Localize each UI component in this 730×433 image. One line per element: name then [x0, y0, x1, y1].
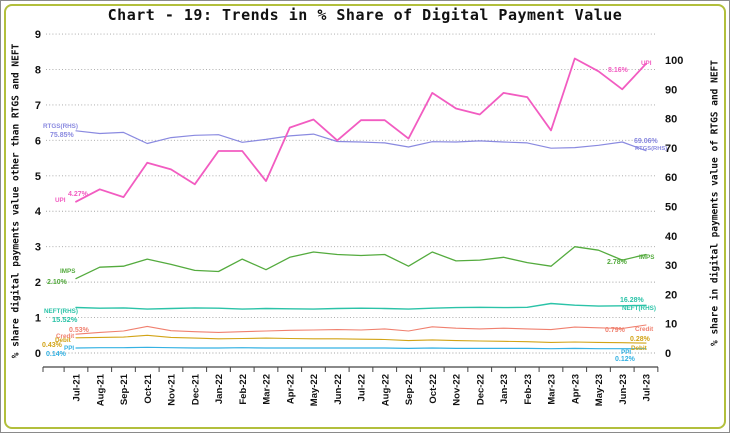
- label-credit-start-value: 0.53%: [69, 327, 90, 334]
- y-left-tick-1: 1: [35, 313, 41, 325]
- y-right-tick-90: 90: [665, 84, 677, 96]
- y-right-tick-80: 80: [665, 114, 677, 126]
- month-label-dec-22: Dec-22: [475, 374, 486, 405]
- y-left-tick-5: 5: [35, 171, 41, 183]
- y-left-tick-2: 2: [35, 277, 41, 289]
- label-upi-start-value: 4.27%: [68, 191, 89, 198]
- label-credit-end-name: Credit: [635, 326, 654, 333]
- label-ppi-start-value: 0.14%: [46, 351, 67, 358]
- label-rtgs-rhs-start-name: RTGS(RHS): [43, 123, 78, 130]
- y-left-tick-8: 8: [35, 64, 41, 76]
- chart-title: Chart - 19: Trends in % Share of Digital…: [107, 6, 623, 24]
- label-imps-end-name: IMPS: [639, 254, 654, 261]
- label-debit-start-value: 0.43%: [42, 342, 63, 349]
- y-right-tick-70: 70: [665, 143, 677, 155]
- y-right-tick-20: 20: [665, 289, 677, 301]
- label-imps-start-value: 2.10%: [47, 279, 68, 286]
- label-neft-rhs-start-name: NEFT(RHS): [44, 308, 78, 315]
- month-label-oct-22: Oct-22: [428, 374, 439, 404]
- series-credit-line: [75, 324, 647, 335]
- y-left-tick-3: 3: [35, 242, 41, 254]
- y-right-tick-10: 10: [665, 319, 677, 331]
- month-label-aug-21: Aug-21: [95, 373, 106, 406]
- month-label-aug-22: Aug-22: [380, 374, 391, 406]
- label-ppi-end-value: 0.12%: [615, 356, 636, 363]
- month-label-apr-23: Apr-23: [570, 374, 581, 404]
- month-label-sep-22: Sep-22: [404, 374, 415, 405]
- month-label-mar-22: Mar-22: [262, 374, 273, 405]
- month-label-apr-22: Apr-22: [285, 374, 296, 404]
- y-right-tick-30: 30: [665, 260, 677, 272]
- label-rtgs-rhs-end-name: RTGS(RHS): [635, 146, 667, 152]
- label-debit-end-name: Debit: [631, 345, 648, 352]
- month-label-oct-21: Oct-21: [143, 373, 154, 403]
- label-upi-start-name: UPI: [55, 197, 66, 204]
- label-ppi-end-name: PPI: [621, 349, 631, 356]
- label-debit-start-name: Debit: [55, 337, 72, 344]
- label-upi-end-value: 8.16%: [608, 67, 629, 74]
- y-left-tick-7: 7: [35, 100, 41, 112]
- month-label-jul-22: Jul-22: [357, 374, 368, 401]
- label-imps-end-value: 2.78%: [607, 259, 628, 266]
- label-credit-end-value: 0.79%: [605, 327, 626, 334]
- label-neft-rhs-end-name: NEFT(RHS): [622, 305, 656, 312]
- series-ppi-line: [75, 346, 647, 350]
- label-upi-end-name: UPI: [641, 60, 652, 67]
- y-left-tick-0: 0: [35, 348, 41, 360]
- label-neft-rhs-end-value: 16.28%: [620, 297, 645, 304]
- month-label-jan-22: Jan-22: [214, 374, 225, 404]
- y-right-tick-60: 60: [665, 172, 677, 184]
- y-right-tick-100: 100: [665, 55, 683, 67]
- label-neft-rhs-start-value: 15.52%: [52, 315, 78, 324]
- month-label-sep-21: Sep-21: [119, 373, 130, 405]
- label-ppi-start-name: PPI: [64, 345, 74, 352]
- y-right-tick-0: 0: [665, 348, 671, 360]
- label-rtgs-rhs-start-value: 75.85%: [50, 132, 75, 139]
- month-label-jun-23: Jun-23: [618, 374, 629, 405]
- month-label-nov-22: Nov-22: [452, 374, 463, 406]
- label-credit-start-name: Credit: [56, 333, 75, 340]
- label-rtgs-rhs-end-value: 69.06%: [634, 138, 659, 145]
- month-label-may-23: May-23: [594, 374, 605, 406]
- month-label-dec-21: Dec-21: [190, 373, 201, 405]
- series-neft-rhs-line: [75, 302, 647, 310]
- month-label-jun-22: Jun-22: [333, 374, 344, 405]
- label-debit-end-value: 0.28%: [630, 336, 651, 343]
- series-upi-line: [75, 57, 647, 203]
- month-label-jan-23: Jan-23: [499, 374, 510, 404]
- month-label-feb-23: Feb-23: [523, 374, 534, 405]
- month-label-may-22: May-22: [309, 374, 320, 406]
- label-imps-start-name: IMPS: [60, 268, 75, 275]
- y-right-tick-40: 40: [665, 231, 677, 243]
- month-label-jul-21: Jul-21: [72, 373, 83, 401]
- month-label-nov-21: Nov-21: [167, 373, 178, 405]
- y-left-tick-6: 6: [35, 135, 41, 147]
- series-imps-line: [75, 246, 647, 280]
- month-label-jul-23: Jul-23: [642, 374, 653, 401]
- series-rtgs-rhs-line: [75, 130, 647, 152]
- y-right-tick-50: 50: [665, 202, 677, 214]
- month-label-mar-23: Mar-23: [547, 374, 558, 405]
- series-debit-line: [75, 334, 647, 344]
- y-left-tick-4: 4: [35, 206, 42, 218]
- month-label-feb-22: Feb-22: [238, 374, 249, 405]
- y-left-tick-9: 9: [35, 29, 41, 41]
